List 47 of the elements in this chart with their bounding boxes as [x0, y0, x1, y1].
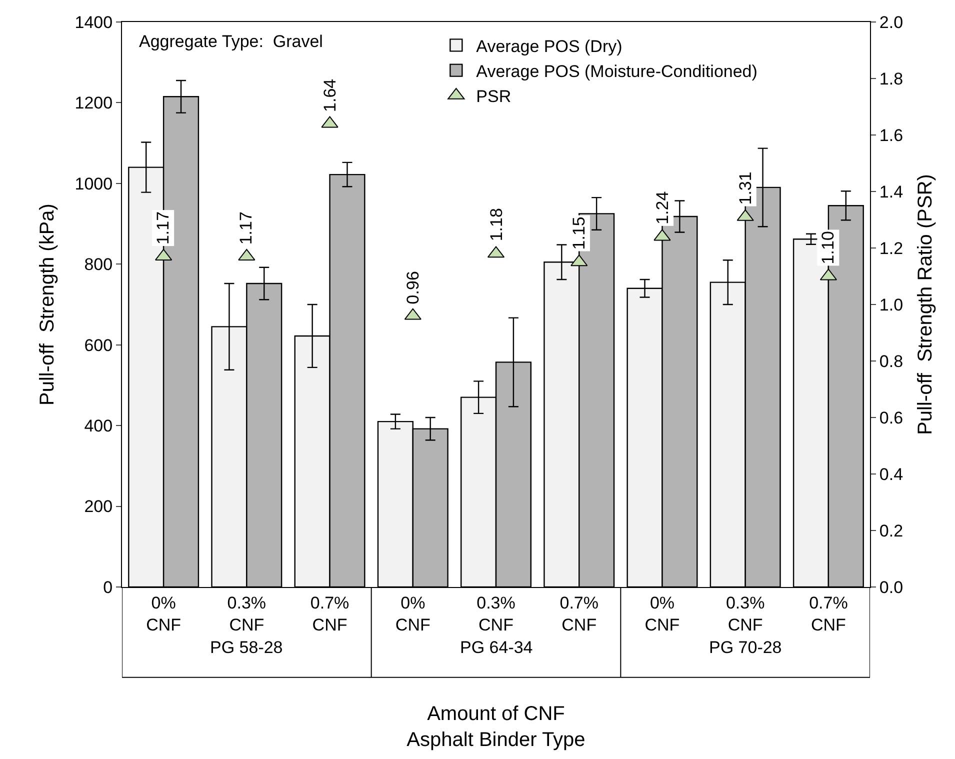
- data-label: 1.10: [818, 231, 838, 264]
- x-tick-label: 0.7% CNF: [560, 593, 598, 634]
- text: PG 58-28: [210, 638, 283, 657]
- legend-label: Average POS (Moisture-Conditioned): [476, 62, 758, 81]
- annotation: Aggregate Type: Gravel: [139, 32, 323, 51]
- data-label: 1.31: [736, 172, 755, 205]
- x-tick-label: 0% CNF: [395, 593, 430, 634]
- y2-tick-label: 1.0: [879, 295, 904, 314]
- y2-tick-label: 0.4: [879, 464, 904, 484]
- legend-label: Average POS (Dry): [476, 36, 622, 56]
- y2-tick-label: 0.6: [879, 408, 904, 428]
- data-label: 1.64: [320, 78, 340, 112]
- y2-tick-label: 0.2: [879, 521, 904, 540]
- data-label: 1.24: [653, 191, 672, 224]
- x-tick-label: 0% CNF: [146, 593, 182, 634]
- text: PG 70-28: [709, 638, 782, 657]
- y-tick-label: 1200: [74, 94, 113, 113]
- text: PG 64-34: [460, 638, 533, 657]
- x-tick-label: 0.3% CNF: [726, 593, 765, 634]
- y2-tick-label: 0.8: [879, 352, 904, 371]
- y2-tick-label: 1.8: [879, 69, 904, 88]
- data-label: 1.15: [569, 216, 588, 250]
- x-axis-title: Amount of CNF Asphalt Binder Type: [406, 703, 586, 751]
- y-tick-label: 800: [84, 255, 113, 274]
- y-tick-label: 400: [84, 416, 113, 436]
- x-tick-label: 0.7% CNF: [310, 593, 350, 634]
- y-tick-label: 1400: [74, 12, 113, 32]
- data-label: 1.17: [236, 212, 256, 245]
- y-tick-label: 200: [84, 497, 113, 516]
- legend-label: PSR: [476, 87, 512, 106]
- data-label: 1.17: [154, 211, 173, 245]
- y2-tick-label: 1.4: [879, 182, 904, 202]
- y2-tick-label: 1.2: [879, 238, 904, 258]
- y-axis-title: Pull-off Strength (kPa): [36, 204, 58, 406]
- y2-tick-label: 0.0: [879, 578, 904, 597]
- data-label: 1.18: [486, 208, 506, 242]
- y2-tick-label: 2.0: [879, 12, 904, 32]
- x-tick-label: 0.7% CNF: [809, 593, 848, 634]
- y2-tick-label: 1.6: [879, 126, 904, 145]
- y-tick-label: 600: [84, 336, 113, 355]
- y-tick-label: 1000: [74, 174, 113, 194]
- data-label: 0.96: [404, 271, 423, 304]
- x-tick-label: 0.3% CNF: [476, 593, 516, 634]
- x-tick-label: 0.3% CNF: [227, 593, 266, 634]
- x-tick-label: 0% CNF: [644, 593, 680, 634]
- y2-axis-title: Pull-off Strength Ratio (PSR): [914, 174, 937, 435]
- y-tick-label: 0: [103, 578, 113, 597]
